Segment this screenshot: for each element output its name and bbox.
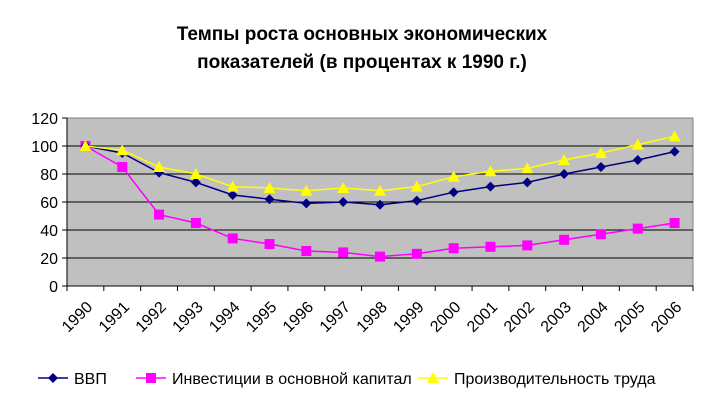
x-tick-label: 2001 [464, 299, 501, 336]
data-point-0 [375, 199, 385, 210]
data-point-0 [264, 194, 275, 205]
x-tick-label: 2004 [575, 299, 612, 336]
data-point-0 [448, 187, 459, 198]
data-point-1 [338, 247, 349, 258]
legend-marker [427, 372, 439, 383]
data-point-1 [190, 218, 201, 228]
x-tick-label: 2003 [538, 299, 575, 336]
data-point-0 [669, 146, 680, 157]
data-point-0 [522, 177, 533, 188]
data-point-0 [559, 169, 570, 179]
x-tick-label: 2005 [611, 299, 648, 336]
x-tick-label: 1995 [243, 299, 280, 336]
data-point-2 [263, 182, 276, 193]
x-tick-label: 1994 [206, 299, 243, 336]
y-tick-label: 80 [40, 167, 58, 184]
x-tick-label: 1997 [317, 299, 354, 336]
data-point-0 [301, 198, 312, 209]
data-point-0 [227, 190, 238, 200]
x-tick-label: 1998 [354, 299, 391, 336]
data-point-2 [631, 138, 644, 150]
data-point-2 [447, 170, 460, 182]
data-point-2 [484, 165, 497, 177]
x-tick-label: 2000 [427, 299, 464, 336]
x-tick-label: 2006 [648, 299, 685, 336]
data-point-0 [411, 195, 422, 206]
data-point-1 [301, 246, 312, 256]
data-point-2 [521, 162, 534, 174]
y-tick-label: 0 [49, 279, 58, 296]
data-point-2 [153, 161, 166, 172]
data-point-2 [337, 182, 350, 193]
y-tick-label: 100 [31, 139, 58, 156]
data-point-1 [448, 243, 459, 254]
data-point-2 [374, 184, 386, 196]
data-point-2 [410, 180, 423, 192]
data-point-2 [116, 144, 129, 156]
chart-title-line-2: показателей (в процентах к 1990 г.) [197, 52, 527, 73]
x-tick-label: 1999 [390, 299, 427, 336]
y-tick-label: 120 [31, 111, 58, 128]
data-point-1 [264, 239, 275, 249]
data-point-1 [154, 209, 165, 220]
x-tick-label: 2002 [501, 299, 538, 336]
legend-label: Инвестиции в основной капитал [172, 371, 412, 388]
data-point-1 [375, 251, 385, 262]
legend-label: ВВП [74, 371, 107, 388]
data-point-2 [189, 168, 202, 179]
legend-marker [146, 373, 156, 383]
data-point-2 [226, 180, 239, 192]
x-tick-label: 1990 [59, 299, 96, 336]
data-point-1 [485, 241, 496, 252]
data-point-0 [190, 177, 201, 188]
data-point-1 [632, 223, 643, 234]
legend-label: Производительность труда [454, 371, 656, 388]
data-point-0 [338, 197, 349, 207]
data-point-1 [559, 234, 570, 245]
y-tick-label: 20 [40, 251, 58, 268]
chart-title-line-1: Темпы роста основных экономических [177, 24, 548, 45]
data-point-0 [485, 181, 496, 192]
data-point-1 [522, 240, 533, 251]
y-tick-label: 60 [40, 195, 58, 212]
y-tick-label: 40 [40, 223, 58, 240]
data-point-2 [558, 154, 571, 165]
legend-marker [48, 373, 58, 383]
data-point-1 [117, 162, 128, 172]
data-point-1 [669, 218, 680, 228]
data-point-0 [595, 162, 606, 172]
data-point-2 [79, 140, 92, 151]
data-point-1 [595, 229, 606, 240]
data-point-2 [668, 130, 681, 142]
data-point-1 [411, 248, 422, 259]
data-point-2 [594, 147, 607, 158]
data-point-2 [300, 184, 313, 196]
x-tick-label: 1996 [280, 299, 317, 336]
data-point-0 [632, 155, 643, 165]
x-tick-label: 1993 [170, 299, 207, 336]
data-point-1 [227, 233, 238, 244]
x-tick-label: 1992 [133, 299, 170, 336]
x-tick-label: 1991 [96, 299, 133, 336]
